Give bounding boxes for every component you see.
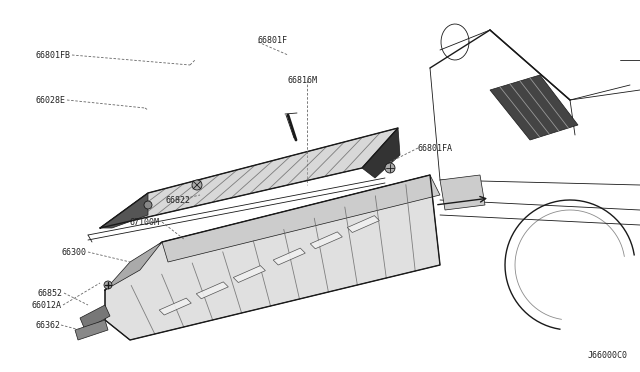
Text: 66028E: 66028E [35, 96, 65, 105]
Polygon shape [100, 128, 398, 228]
Text: 66801F: 66801F [258, 35, 288, 45]
Polygon shape [105, 242, 162, 290]
Circle shape [104, 281, 112, 289]
Polygon shape [490, 75, 578, 140]
Text: 66801FA: 66801FA [418, 144, 453, 153]
Circle shape [192, 180, 202, 190]
Circle shape [385, 163, 395, 173]
Text: 66801FB: 66801FB [35, 51, 70, 60]
Polygon shape [310, 232, 342, 249]
Polygon shape [80, 305, 110, 330]
Polygon shape [196, 282, 228, 299]
Polygon shape [75, 320, 108, 340]
Text: 66300: 66300 [62, 247, 87, 257]
Polygon shape [234, 266, 266, 282]
Circle shape [144, 201, 152, 209]
Polygon shape [273, 248, 305, 265]
Text: 66852: 66852 [38, 289, 63, 298]
Polygon shape [105, 175, 440, 340]
Polygon shape [159, 298, 191, 315]
Polygon shape [162, 175, 440, 262]
Text: 66822: 66822 [166, 196, 191, 205]
Text: 66816M: 66816M [288, 76, 318, 84]
Polygon shape [362, 128, 400, 178]
Text: 66362: 66362 [35, 321, 60, 330]
Text: 66012A: 66012A [32, 301, 62, 310]
Text: J66000C0: J66000C0 [588, 350, 628, 359]
Polygon shape [440, 175, 485, 210]
Text: 67100M: 67100M [130, 218, 160, 227]
Polygon shape [348, 216, 380, 232]
Polygon shape [100, 193, 148, 228]
